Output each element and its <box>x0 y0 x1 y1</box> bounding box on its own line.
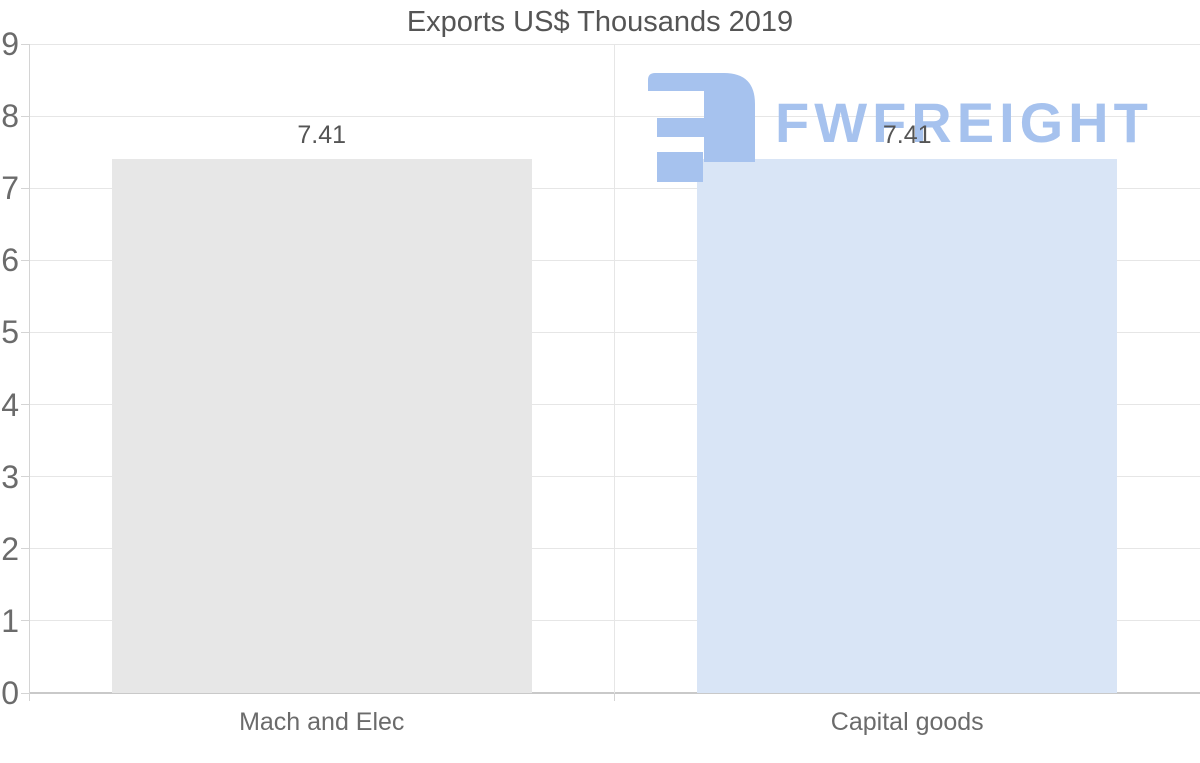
y-axis-tick-1 <box>21 620 29 622</box>
y-axis-tick-3 <box>21 476 29 478</box>
y-axis-label-3: 3 <box>1 458 19 495</box>
y-axis-label-9: 9 <box>1 26 19 62</box>
chart-title: Exports US$ Thousands 2019 <box>406 6 794 38</box>
y-axis-tick-9 <box>21 43 29 45</box>
y-axis-label-5: 5 <box>1 314 19 351</box>
y-axis-tick-6 <box>21 259 29 261</box>
y-axis-label-2: 2 <box>1 530 19 567</box>
category-separator-gridline <box>614 44 615 693</box>
bar-mach-and-elec[interactable] <box>111 158 532 693</box>
y-axis-label-4: 4 <box>1 386 19 423</box>
y-axis-label-1: 1 <box>1 602 19 639</box>
y-axis-tick-8 <box>21 115 29 117</box>
y-axis-label-7: 7 <box>1 170 19 207</box>
y-axis-tick-0 <box>21 692 29 694</box>
y-axis-label-0: 0 <box>1 675 19 711</box>
value-label-capital-goods: 7.41 <box>882 120 932 149</box>
y-axis-tick-7 <box>21 187 29 189</box>
y-axis-tick-4 <box>21 404 29 406</box>
bar-capital-goods[interactable] <box>697 158 1118 693</box>
y-axis-label-6: 6 <box>1 242 19 279</box>
y-axis-tick-2 <box>21 548 29 550</box>
y-axis-line <box>28 44 30 701</box>
y-axis-label-8: 8 <box>1 98 19 135</box>
category-label-capital-goods: Capital goods <box>830 708 984 736</box>
value-label-mach-and-elec: 7.41 <box>297 120 347 149</box>
y-axis-tick-5 <box>21 331 29 333</box>
x-axis-tick <box>614 693 615 701</box>
category-label-mach-and-elec: Mach and Elec <box>239 708 405 736</box>
